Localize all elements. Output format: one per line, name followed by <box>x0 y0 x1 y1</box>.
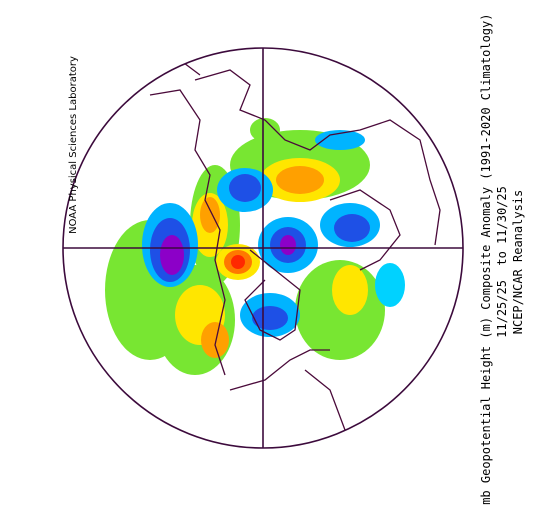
anomaly-area <box>332 265 368 315</box>
anomaly-area <box>200 197 220 233</box>
map-title: 500mb Geopotential Height (m) Composite … <box>479 14 493 505</box>
credit-label: NOAA Physical Sciences Laboratory <box>68 56 79 234</box>
anomaly-area <box>276 166 324 194</box>
anomaly-area <box>231 255 245 269</box>
anomaly-area <box>252 306 288 330</box>
date-range: 11/25/25 to 11/30/25 <box>495 186 509 338</box>
anomaly-area <box>334 214 370 242</box>
anomaly-area <box>201 322 229 358</box>
anomaly-area <box>160 235 184 275</box>
coastline <box>149 59 441 431</box>
anomaly-area <box>375 263 405 307</box>
anomaly-area <box>250 118 280 142</box>
anomaly-area <box>280 235 296 255</box>
anomaly-area <box>229 174 261 202</box>
data-source: NCEP/NCAR Reanalysis <box>511 190 525 335</box>
anomaly-area <box>315 130 365 150</box>
anomaly-field <box>105 59 441 431</box>
